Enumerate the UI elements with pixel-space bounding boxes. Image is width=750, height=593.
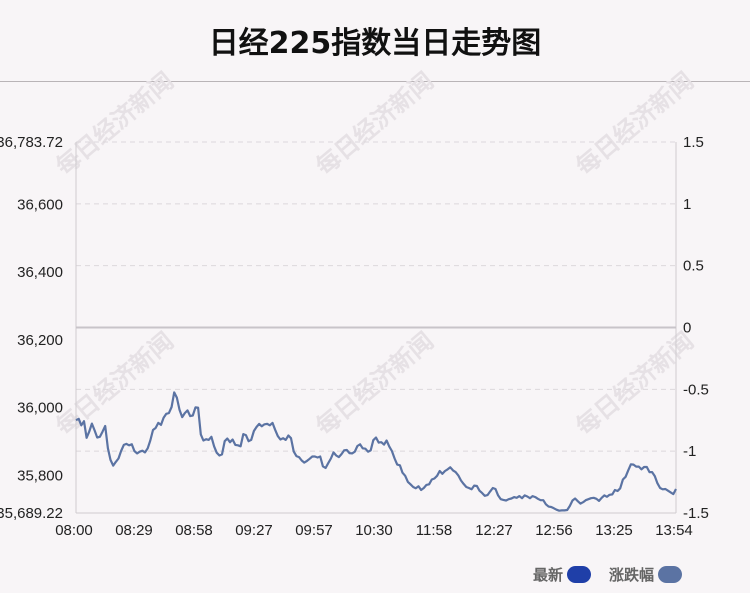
right-tick-label: -0.5: [683, 381, 709, 398]
right-tick-label: -1.5: [683, 505, 709, 522]
right-tick-label: 1: [683, 196, 691, 213]
left-axis-ticks: 36,783.72 36,600 36,400 36,200 36,000 35,800 3…: [0, 134, 63, 522]
right-tick-label: -1: [683, 443, 696, 460]
legend-label-change: 涨跌幅: [609, 566, 655, 584]
watermark-5: 每日经济新闻: [570, 326, 699, 441]
chart-title: 日经225指数当日走势图: [208, 26, 542, 61]
legend-swatch-change: [658, 566, 683, 583]
series-layer: [75, 391, 677, 512]
left-tick-label: 36,600: [17, 196, 63, 213]
x-tick-label: 09:57: [295, 522, 333, 539]
left-tick-label: 36,000: [17, 400, 63, 417]
right-axis-ticks: 1.5 1 0.5 0 -0.5 -1 -1.5: [683, 134, 709, 522]
left-tick-label: 35,689.22: [0, 505, 63, 522]
x-tick-label: 13:54: [655, 522, 693, 539]
x-tick-label: 12:27: [475, 522, 513, 539]
legend-label-latest: 最新: [533, 566, 564, 584]
legend-item-latest[interactable]: 最新: [533, 564, 592, 585]
x-tick-label: 08:00: [55, 522, 93, 539]
right-tick-label: 1.5: [683, 134, 704, 151]
series-line-latest: [75, 391, 677, 512]
x-tick-label: 12:56: [535, 522, 573, 539]
left-tick-label: 35,800: [17, 467, 63, 484]
left-tick-label: 36,200: [17, 332, 63, 349]
left-tick-label: 36,783.72: [0, 134, 63, 151]
left-tick-label: 36,400: [17, 264, 63, 281]
x-tick-label: 13:25: [595, 522, 633, 539]
title-divider: [0, 81, 750, 82]
watermark-4: 每日经济新闻: [310, 326, 439, 441]
x-axis-ticks: 08:00 08:29 08:58 09:27 09:57 10:30 11:58 12:27…: [55, 522, 693, 539]
right-tick-label: 0: [683, 320, 691, 337]
x-tick-label: 08:29: [115, 522, 153, 539]
watermark-2: 每日经济新闻: [570, 66, 699, 181]
x-tick-label: 10:30: [355, 522, 393, 539]
right-tick-label: 0.5: [683, 258, 704, 275]
watermark-1: 每日经济新闻: [310, 66, 439, 181]
x-tick-label: 08:58: [175, 522, 213, 539]
x-tick-label: 09:27: [235, 522, 273, 539]
x-tick-label: 11:58: [416, 522, 452, 539]
watermark-0: 每日经济新闻: [50, 66, 179, 181]
legend-item-change[interactable]: 涨跌幅: [609, 564, 683, 585]
legend-swatch-latest: [567, 566, 592, 583]
axes: [75, 142, 677, 514]
